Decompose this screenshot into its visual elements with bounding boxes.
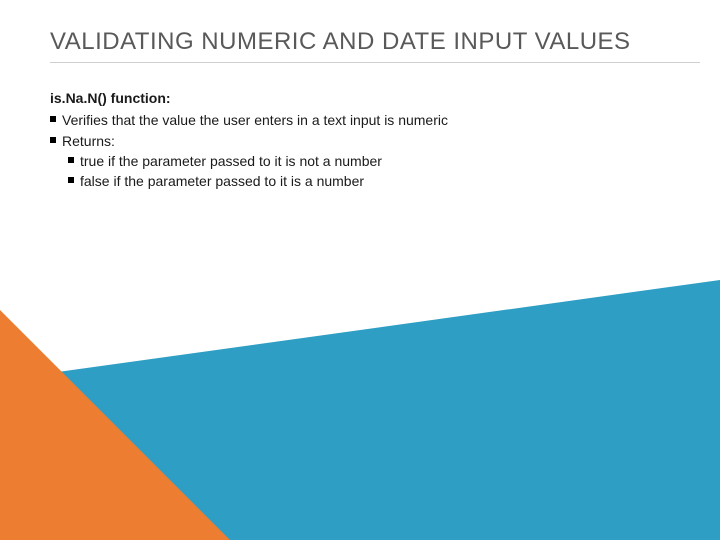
square-bullet-icon (68, 177, 74, 183)
decorative-background-shape (0, 280, 720, 540)
list-item: Returns: (50, 131, 680, 151)
list-item: Verifies that the value the user enters … (50, 110, 680, 130)
list-item-text: false if the parameter passed to it is a… (80, 171, 364, 191)
list-item-text: true if the parameter passed to it is no… (80, 151, 382, 171)
list-item-text: Returns: (62, 131, 115, 151)
list-item: true if the parameter passed to it is no… (68, 151, 680, 171)
list-item-text: Verifies that the value the user enters … (62, 110, 448, 130)
bullet-list-level1: Verifies that the value the user enters … (50, 110, 680, 191)
slide: VALIDATING NUMERIC AND DATE INPUT VALUES… (0, 0, 720, 540)
slide-body: is.Na.N() function: Verifies that the va… (50, 88, 680, 191)
bullet-list-level2: true if the parameter passed to it is no… (50, 151, 680, 192)
square-bullet-icon (50, 137, 56, 143)
square-bullet-icon (68, 157, 74, 163)
square-bullet-icon (50, 116, 56, 122)
title-underline (50, 62, 700, 63)
function-name-heading: is.Na.N() function: (50, 88, 680, 108)
list-item: false if the parameter passed to it is a… (68, 171, 680, 191)
slide-title: VALIDATING NUMERIC AND DATE INPUT VALUES (50, 28, 700, 56)
